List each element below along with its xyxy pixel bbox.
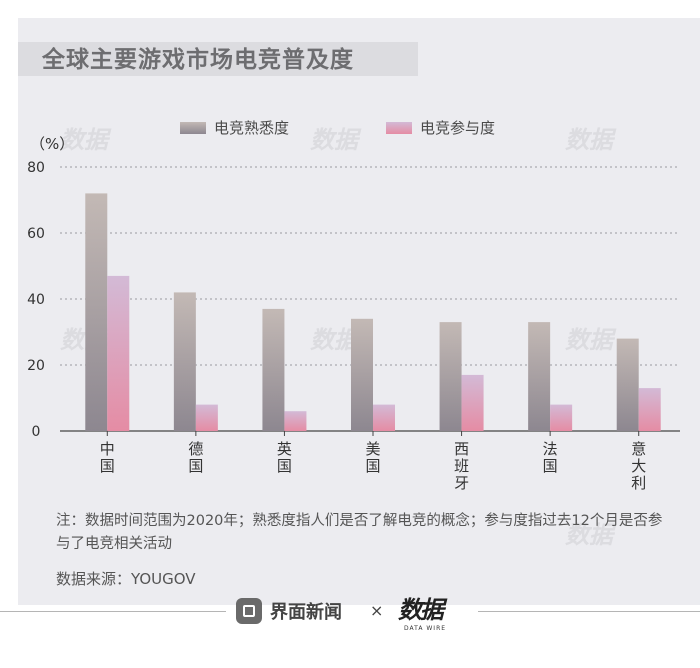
- x-category-label: 国: [100, 457, 115, 475]
- bar-participation-4: [461, 374, 484, 431]
- x-category-label: 班: [454, 457, 469, 475]
- legend-label-familiarity: 电竞熟悉度: [214, 119, 290, 137]
- jiemian-logo-icon: [236, 598, 262, 624]
- x-category-label: 国: [365, 457, 380, 475]
- x-category-label: 意: [631, 440, 646, 458]
- x-category-label: 德: [188, 440, 203, 458]
- watermark: 数据: [310, 126, 358, 154]
- bar-familiarity-5: [528, 322, 551, 431]
- chart-card: [18, 18, 700, 605]
- y-tick-label: 80: [27, 160, 45, 176]
- bar-familiarity-6: [616, 338, 639, 431]
- y-tick-label: 60: [27, 226, 45, 242]
- datawire-logo: 数据 DATA WIRE: [398, 590, 446, 632]
- footer-divider-left: [0, 611, 226, 612]
- bar-participation-3: [373, 404, 395, 431]
- bar-familiarity-4: [439, 322, 462, 431]
- bar-familiarity-1: [173, 292, 196, 431]
- datawire-sub: DATA WIRE: [404, 625, 447, 632]
- x-category-label: 牙: [454, 474, 469, 492]
- x-category-label: 国: [543, 457, 558, 475]
- y-axis-unit: （%）: [30, 135, 75, 153]
- legend-swatch-familiarity: [180, 121, 206, 134]
- footer-separator: ×: [370, 601, 384, 620]
- title-highlight: [18, 42, 418, 76]
- footer-divider-right: [478, 611, 700, 612]
- y-tick-label: 0: [32, 424, 41, 440]
- chart-title: 全球主要游戏市场电竞普及度: [42, 47, 354, 73]
- jiemian-brand: 界面新闻: [270, 602, 342, 623]
- watermark: 数据: [565, 126, 613, 154]
- x-category-label: 国: [188, 457, 203, 475]
- bar-participation-2: [284, 411, 307, 431]
- watermark: 数据: [60, 126, 108, 154]
- x-category-label: 国: [277, 457, 292, 475]
- bar-familiarity-3: [351, 318, 373, 431]
- y-tick-label: 20: [27, 358, 45, 374]
- y-tick-label: 40: [27, 292, 45, 308]
- x-category-label: 英: [277, 440, 292, 458]
- legend-label-participation: 电竞参与度: [420, 119, 496, 137]
- bar-familiarity-0: [85, 193, 108, 431]
- bar-participation-1: [195, 404, 218, 431]
- watermark: 数据: [310, 326, 358, 354]
- x-category-label: 利: [631, 474, 646, 492]
- x-category-label: 美: [365, 440, 380, 458]
- bar-participation-6: [638, 388, 661, 431]
- x-category-label: 法: [543, 440, 558, 458]
- bar-familiarity-2: [262, 308, 285, 431]
- watermark: 数据: [565, 326, 613, 354]
- watermark: 数据: [565, 521, 613, 549]
- jiemian-logo: 界面新闻: [236, 598, 342, 624]
- bar-participation-0: [107, 275, 130, 431]
- data-source: 数据来源：YOUGOV: [56, 570, 196, 588]
- legend-participation: 电竞参与度: [386, 117, 495, 138]
- x-category-label: 中: [100, 440, 115, 458]
- bar-participation-5: [550, 404, 573, 431]
- footnote: 注：数据时间范围为2020年；熟悉度指人们是否了解电竞的概念；参与度指过去12个…: [56, 513, 663, 552]
- x-category-label: 大: [631, 457, 646, 475]
- datawire-mark: 数据: [398, 596, 444, 624]
- x-category-label: 西: [454, 440, 469, 458]
- legend-swatch-participation: [386, 121, 412, 134]
- legend-familiarity: 电竞熟悉度: [180, 117, 289, 138]
